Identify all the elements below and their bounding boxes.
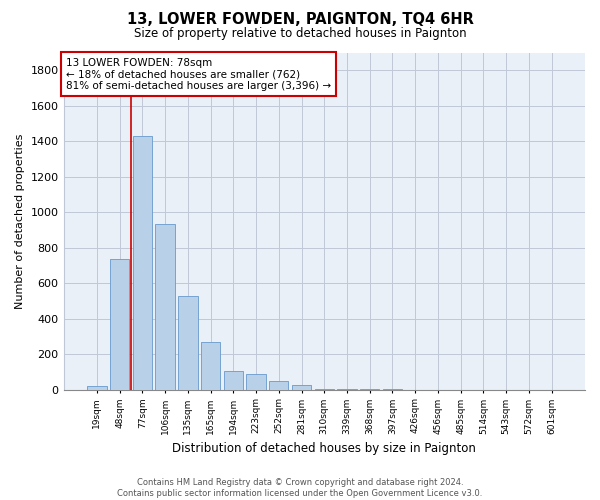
Y-axis label: Number of detached properties: Number of detached properties xyxy=(15,134,25,309)
Bar xyxy=(201,342,220,390)
Text: 13, LOWER FOWDEN, PAIGNTON, TQ4 6HR: 13, LOWER FOWDEN, PAIGNTON, TQ4 6HR xyxy=(127,12,473,28)
X-axis label: Distribution of detached houses by size in Paignton: Distribution of detached houses by size … xyxy=(172,442,476,455)
Bar xyxy=(110,259,130,390)
Bar xyxy=(133,136,152,390)
Bar xyxy=(247,374,266,390)
Bar xyxy=(337,389,356,390)
Bar xyxy=(314,389,334,390)
Bar xyxy=(87,386,107,390)
Bar xyxy=(292,385,311,390)
Text: Size of property relative to detached houses in Paignton: Size of property relative to detached ho… xyxy=(134,28,466,40)
Bar xyxy=(224,372,243,390)
Bar xyxy=(155,224,175,390)
Text: Contains HM Land Registry data © Crown copyright and database right 2024.
Contai: Contains HM Land Registry data © Crown c… xyxy=(118,478,482,498)
Bar xyxy=(178,296,197,390)
Text: 13 LOWER FOWDEN: 78sqm
← 18% of detached houses are smaller (762)
81% of semi-de: 13 LOWER FOWDEN: 78sqm ← 18% of detached… xyxy=(66,58,331,91)
Bar xyxy=(269,381,289,390)
